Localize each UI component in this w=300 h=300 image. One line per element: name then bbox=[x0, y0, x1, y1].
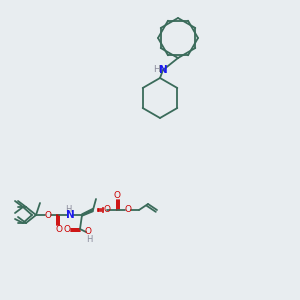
Text: O: O bbox=[44, 211, 52, 220]
Text: O: O bbox=[103, 206, 110, 214]
Text: O: O bbox=[64, 224, 70, 233]
Text: H: H bbox=[153, 64, 159, 74]
Text: N: N bbox=[159, 65, 167, 75]
Text: O: O bbox=[85, 227, 92, 236]
Text: O: O bbox=[113, 191, 121, 200]
Text: H: H bbox=[86, 235, 92, 244]
Text: O: O bbox=[124, 206, 131, 214]
Text: H: H bbox=[65, 205, 71, 214]
Text: O: O bbox=[56, 224, 62, 233]
Polygon shape bbox=[82, 208, 93, 216]
Text: N: N bbox=[66, 210, 74, 220]
